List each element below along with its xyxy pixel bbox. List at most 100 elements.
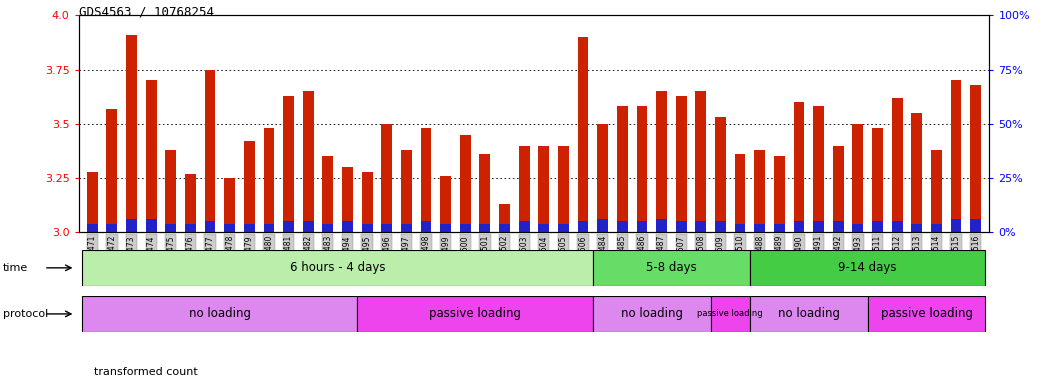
Bar — [421, 222, 431, 232]
Bar — [695, 222, 707, 232]
Bar — [597, 124, 608, 232]
Bar — [675, 96, 687, 232]
Bar — [715, 118, 726, 232]
Bar — [361, 223, 373, 232]
Bar — [480, 223, 490, 232]
Bar — [951, 219, 961, 232]
Bar — [401, 223, 411, 232]
Text: time: time — [3, 263, 28, 273]
Bar — [381, 223, 393, 232]
Bar — [735, 154, 745, 232]
Bar — [593, 250, 750, 286]
Bar — [637, 106, 647, 232]
Bar — [578, 37, 588, 232]
Text: passive loading: passive loading — [697, 310, 763, 318]
Bar — [224, 178, 236, 232]
Bar — [185, 223, 196, 232]
Bar — [538, 223, 550, 232]
Bar — [675, 222, 687, 232]
Bar — [440, 223, 451, 232]
Bar — [146, 219, 157, 232]
Bar — [126, 219, 137, 232]
Bar — [204, 222, 216, 232]
Bar — [518, 222, 530, 232]
Bar — [892, 222, 903, 232]
Bar — [518, 146, 530, 232]
Bar — [421, 128, 431, 232]
Bar — [951, 81, 961, 232]
Bar — [558, 146, 569, 232]
Bar — [107, 109, 117, 232]
Bar — [357, 296, 593, 332]
Bar — [715, 222, 726, 232]
Bar — [637, 222, 647, 232]
Bar — [656, 91, 667, 232]
Bar — [283, 96, 294, 232]
Bar — [342, 167, 353, 232]
Bar — [578, 222, 588, 232]
Bar — [244, 141, 254, 232]
Bar — [87, 223, 97, 232]
Bar — [185, 174, 196, 232]
Bar — [538, 146, 550, 232]
Bar — [83, 250, 593, 286]
Bar — [224, 223, 236, 232]
Bar — [971, 219, 981, 232]
Bar — [87, 172, 97, 232]
Text: 6 hours - 4 days: 6 hours - 4 days — [290, 262, 385, 274]
Text: passive loading: passive loading — [429, 308, 521, 320]
Bar — [656, 219, 667, 232]
Bar — [146, 81, 157, 232]
Text: no loading: no loading — [621, 308, 683, 320]
Bar — [283, 222, 294, 232]
Bar — [480, 154, 490, 232]
Bar — [892, 98, 903, 232]
Bar — [558, 223, 569, 232]
Bar — [204, 70, 216, 232]
Bar — [460, 135, 471, 232]
Bar — [499, 204, 510, 232]
Bar — [794, 222, 804, 232]
Bar — [593, 296, 711, 332]
Bar — [342, 222, 353, 232]
Bar — [264, 223, 274, 232]
Bar — [852, 223, 864, 232]
Bar — [361, 172, 373, 232]
Bar — [303, 91, 314, 232]
Bar — [83, 296, 357, 332]
Text: protocol: protocol — [3, 309, 48, 319]
Bar — [264, 128, 274, 232]
Text: 5-8 days: 5-8 days — [646, 262, 696, 274]
Bar — [617, 222, 628, 232]
Text: no loading: no loading — [778, 308, 840, 320]
Bar — [971, 85, 981, 232]
Bar — [868, 296, 985, 332]
Bar — [695, 91, 707, 232]
Bar — [814, 106, 824, 232]
Bar — [872, 222, 883, 232]
Bar — [165, 223, 176, 232]
Bar — [931, 223, 942, 232]
Bar — [303, 222, 314, 232]
Bar — [911, 113, 922, 232]
Bar — [244, 223, 254, 232]
Bar — [852, 124, 864, 232]
Text: no loading: no loading — [188, 308, 251, 320]
Bar — [617, 106, 628, 232]
Bar — [774, 156, 785, 232]
Bar — [401, 150, 411, 232]
Bar — [832, 222, 844, 232]
Bar — [711, 296, 750, 332]
Bar — [107, 223, 117, 232]
Bar — [165, 150, 176, 232]
Bar — [911, 223, 922, 232]
Bar — [794, 102, 804, 232]
Bar — [126, 35, 137, 232]
Text: GDS4563 / 10768254: GDS4563 / 10768254 — [79, 6, 214, 19]
Bar — [750, 250, 985, 286]
Bar — [750, 296, 868, 332]
Bar — [322, 223, 333, 232]
Bar — [754, 223, 765, 232]
Bar — [440, 176, 451, 232]
Bar — [322, 156, 333, 232]
